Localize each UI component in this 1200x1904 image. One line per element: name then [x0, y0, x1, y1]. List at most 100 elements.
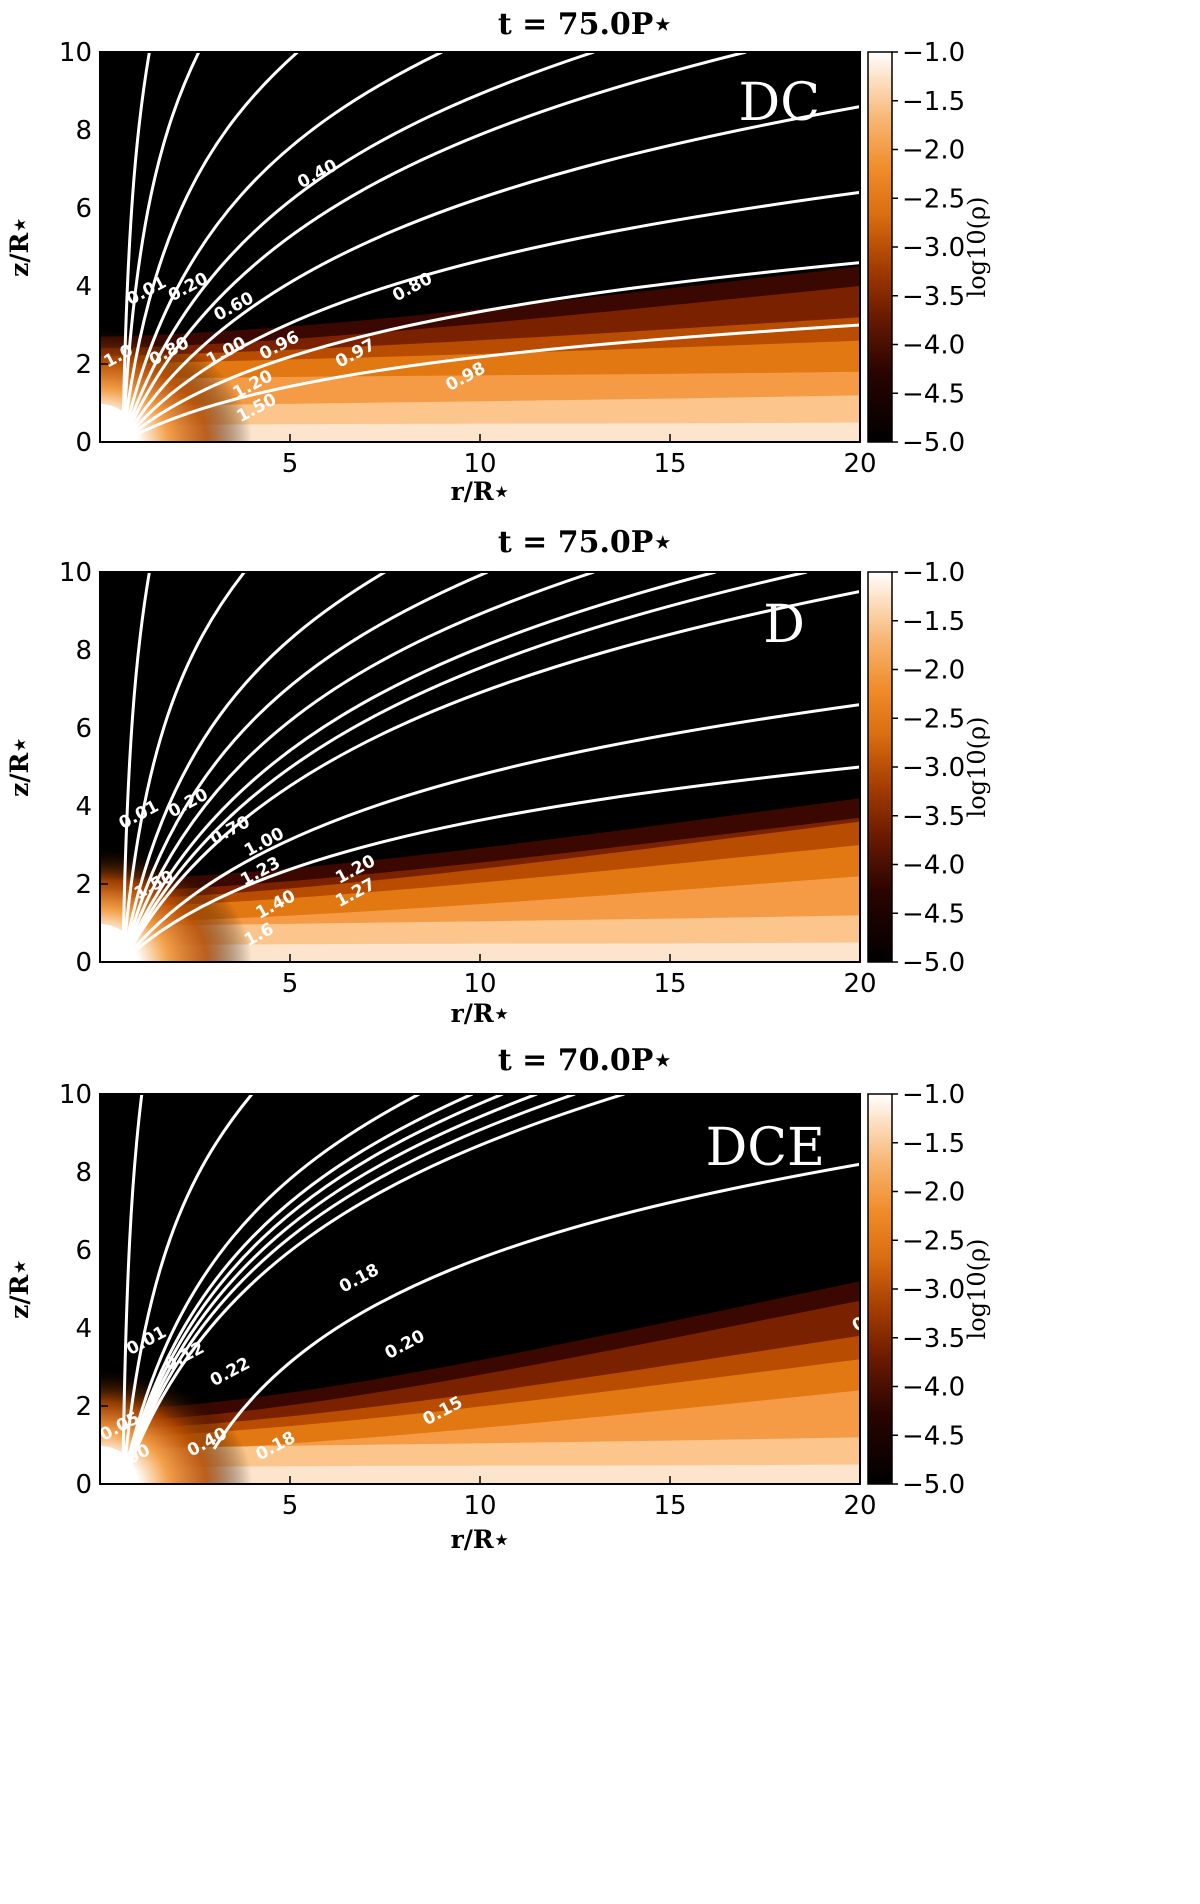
y-tick-label: 6 [75, 714, 92, 744]
field-line [121, 572, 489, 962]
colorbar-tick-label: −1.5 [902, 607, 965, 637]
colorbar-tick-label: −1.5 [902, 87, 965, 117]
colorbar-tick-label: −3.5 [902, 802, 965, 832]
model-label: DCE [706, 1118, 825, 1178]
x-tick-label: 20 [843, 1491, 876, 1521]
colorbar-ticks: −1.0 −1.5 −2.0 −2.5 −3.0 −3.5 −4.0 −4.5 −5.0 [892, 38, 965, 458]
y-axis: 0 2 4 6 8 10 [59, 1080, 108, 1500]
colorbar [867, 571, 893, 963]
panel-dc: t = 75.0P⋆ 0.010.200.400.600.801.00 0.96 0… [5, 7, 991, 506]
field-line [121, 572, 595, 962]
field-line [121, 1094, 625, 1484]
colorbar-tick-label: −4.5 [902, 379, 965, 409]
y-tick-label: 6 [75, 1236, 92, 1266]
y-tick-label: 8 [75, 636, 92, 666]
x-tick-label: 5 [282, 449, 299, 479]
field-line [121, 52, 595, 442]
colorbar-tick-label: −4.0 [902, 851, 965, 881]
y-tick-label: 10 [59, 1080, 92, 1110]
colorbar-tick-label: −1.0 [902, 558, 965, 588]
x-tick-label: 10 [463, 449, 496, 479]
colorbar-tick-label: −2.5 [902, 704, 965, 734]
y-axis: 0 2 4 6 8 10 [59, 558, 108, 978]
field-line [121, 1094, 504, 1484]
y-axis-label: z/R⋆ [5, 737, 34, 797]
field-line [121, 1094, 254, 1484]
field-line [121, 1094, 420, 1484]
y-axis: 0 2 4 6 8 10 [59, 38, 108, 458]
field-line [212, 1162, 860, 1450]
colorbar-tick-label: −5.0 [902, 428, 965, 458]
colorbar-tick-label: −5.0 [902, 1470, 965, 1500]
colorbar-tick-label: −1.0 [902, 1080, 965, 1110]
x-axis-label: r/R⋆ [451, 1525, 510, 1554]
field-line [121, 261, 860, 442]
x-tick-label: 15 [653, 449, 686, 479]
plot-area: 0.01 0.200.701.001.201.231.271.401.501.6 [100, 572, 860, 962]
field-line [121, 703, 860, 962]
x-tick-label: 5 [282, 969, 299, 999]
colorbar-tick-label: −2.0 [902, 1178, 965, 1208]
field-lines [121, 1094, 860, 1484]
panel-title: t = 75.0P⋆ [498, 525, 672, 560]
y-axis-label: z/R⋆ [5, 217, 34, 277]
panel-d: t = 75.0P⋆ 0.01 0.200.701.001.201.231.271… [5, 525, 991, 1028]
y-tick-label: 8 [75, 1158, 92, 1188]
colorbar-tick-label: −3.0 [902, 233, 965, 263]
x-tick-label: 10 [463, 1491, 496, 1521]
x-axis-label: r/R⋆ [451, 477, 510, 506]
y-tick-label: 0 [75, 428, 92, 458]
colorbar-tick-label: −4.0 [902, 331, 965, 361]
field-line [121, 52, 299, 442]
field-lines [121, 52, 860, 442]
field-line [121, 190, 860, 442]
field-line [121, 572, 716, 962]
colorbar-tick-label: −2.0 [902, 656, 965, 686]
field-line [121, 590, 860, 962]
x-tick-label: 20 [843, 449, 876, 479]
field-line [121, 52, 151, 442]
model-label: DC [739, 73, 820, 133]
x-axis: 5 10 15 20 [282, 434, 877, 479]
x-axis-label: r/R⋆ [451, 999, 510, 1028]
colorbar-tick-label: −1.5 [902, 1129, 965, 1159]
colorbar-tick-label: −3.0 [902, 1275, 965, 1305]
contour-label: 0 [849, 1313, 869, 1336]
field-line [122, 323, 860, 442]
colorbar [867, 51, 893, 443]
field-line [121, 1094, 144, 1484]
panel-title: t = 70.0P⋆ [498, 1043, 672, 1078]
colorbar-tick-label: −3.5 [902, 282, 965, 312]
colorbar-tick-label: −5.0 [902, 948, 965, 978]
y-tick-label: 4 [75, 1314, 92, 1344]
colorbar-tick-label: −4.5 [902, 1421, 965, 1451]
colorbar-tick-label: −3.0 [902, 753, 965, 783]
field-line [121, 52, 443, 442]
y-tick-label: 10 [59, 558, 92, 588]
field-line [121, 765, 860, 962]
colorbar-label: log10(ρ) [963, 197, 991, 298]
field-line [121, 1094, 538, 1484]
colorbar [867, 1093, 893, 1485]
colorbar-label: log10(ρ) [963, 717, 991, 818]
field-lines [121, 572, 860, 962]
model-label: D [763, 595, 805, 655]
y-tick-label: 4 [75, 792, 92, 822]
y-tick-label: 8 [75, 116, 92, 146]
panel-dce: t = 70.0P⋆ 0.010.12 0.220.180.200.150.180… [5, 1043, 991, 1554]
colorbar-tick-label: −2.5 [902, 1226, 965, 1256]
colorbar-tick-label: −4.0 [902, 1373, 965, 1403]
y-tick-label: 0 [75, 1470, 92, 1500]
y-axis-label: z/R⋆ [5, 1259, 34, 1319]
field-line [121, 572, 246, 962]
x-tick-label: 15 [653, 969, 686, 999]
star [100, 404, 138, 442]
x-tick-label: 15 [653, 1491, 686, 1521]
field-line [121, 52, 747, 442]
y-tick-label: 2 [75, 870, 92, 900]
x-tick-label: 10 [463, 969, 496, 999]
plot-area: 0.010.200.400.600.801.00 0.96 0.970.981.20… [100, 52, 860, 442]
y-tick-label: 0 [75, 948, 92, 978]
field-line [121, 52, 201, 442]
